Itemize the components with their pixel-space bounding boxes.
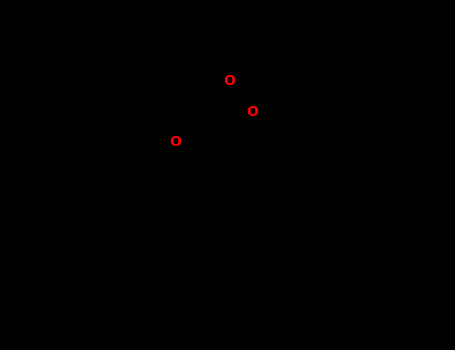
- Text: O: O: [169, 135, 181, 149]
- Text: O: O: [247, 105, 258, 119]
- Text: O: O: [223, 74, 235, 88]
